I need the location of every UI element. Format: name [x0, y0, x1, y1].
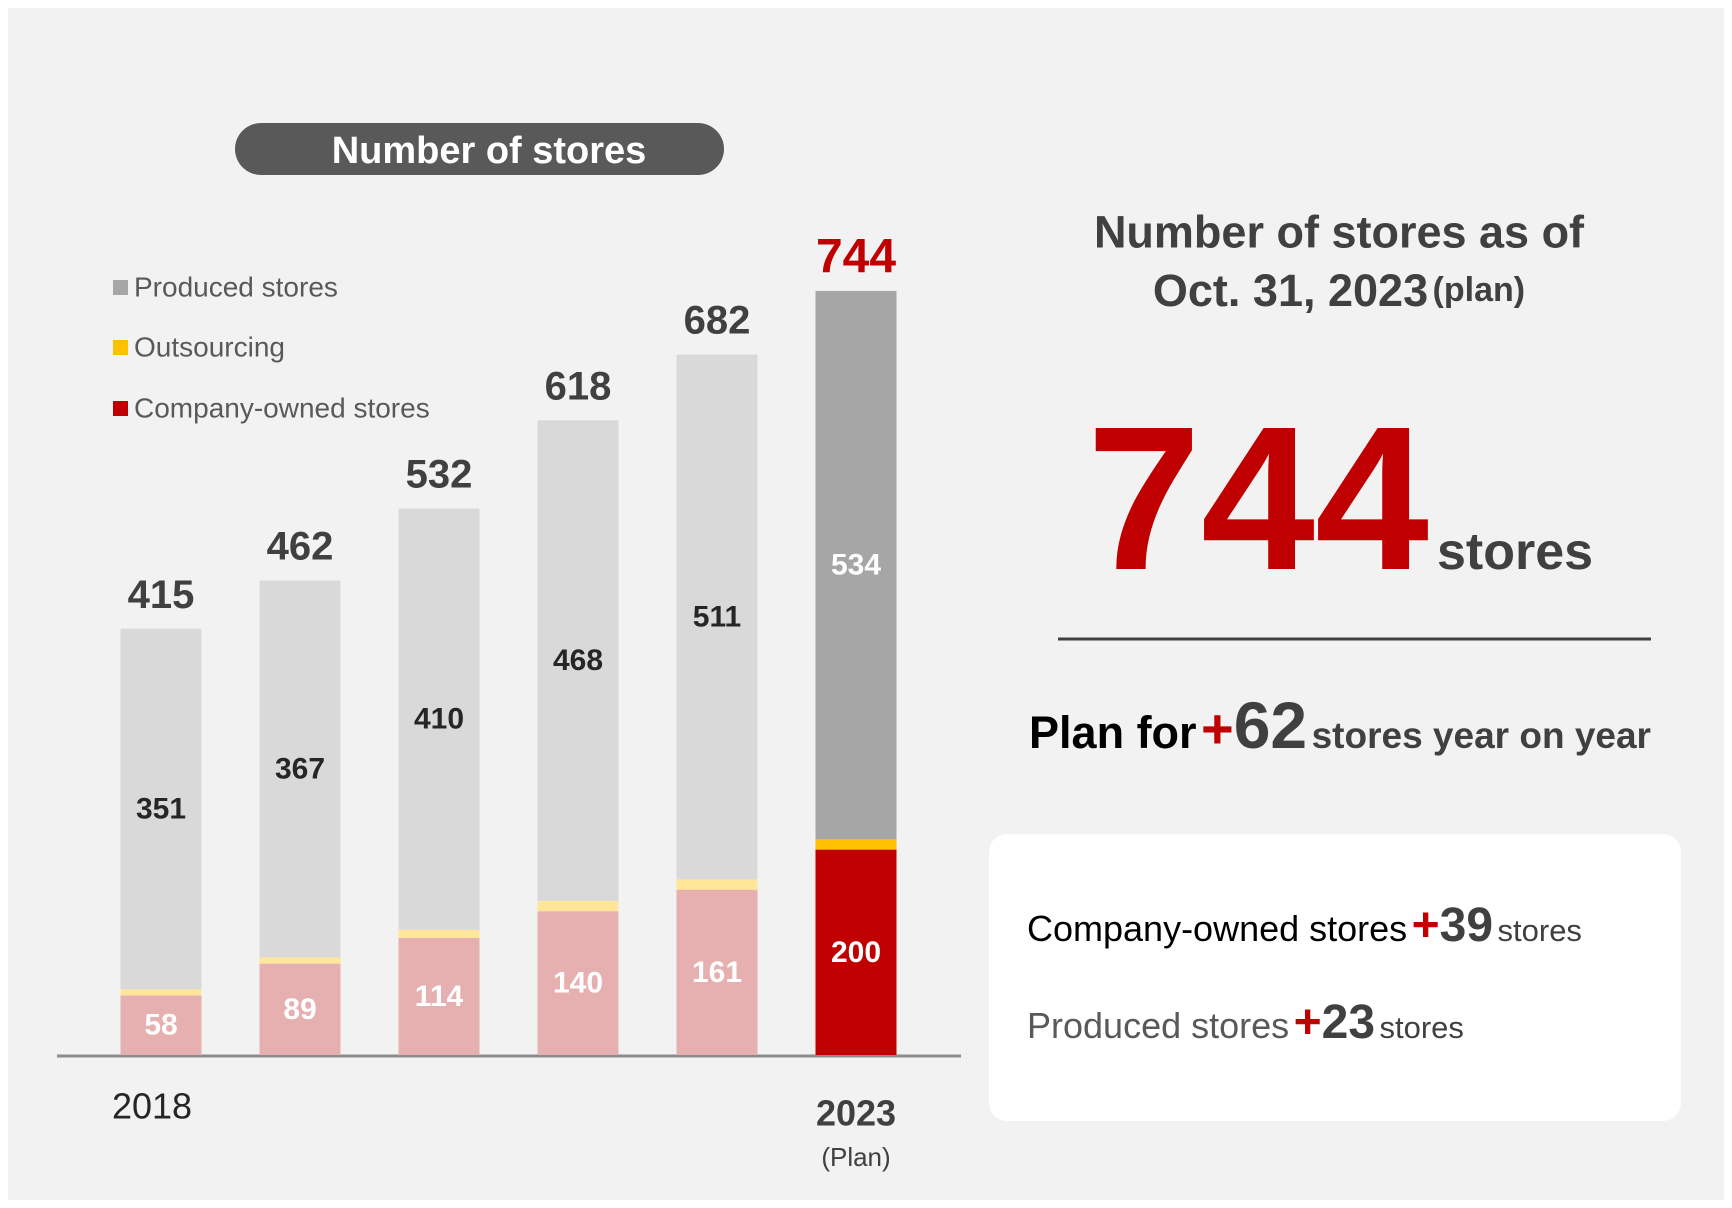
breakdown-box: [989, 834, 1681, 1121]
change-prefix: Plan for: [1029, 707, 1197, 758]
heading-note: (plan): [1433, 271, 1526, 309]
bar-segment: [259, 580, 341, 958]
total-number: 744: [1087, 384, 1429, 613]
heading-date: Oct. 31, 2023: [1153, 265, 1428, 316]
summary-change: Plan for +62 stores year on year: [1029, 688, 1651, 762]
x-tick-label: 2018: [112, 1086, 192, 1127]
bar-segment: [676, 354, 758, 880]
summary-heading: Number of stores as of: [1094, 207, 1585, 258]
bar-segment: [676, 889, 758, 1055]
x-tick-label: 2023: [816, 1093, 896, 1134]
value-label: 89: [283, 993, 316, 1026]
bar-segment: [676, 879, 758, 890]
bar-segment: [815, 849, 897, 1055]
summary-heading: Oct. 31, 2023 (plan): [1153, 265, 1525, 316]
bar-segment: [815, 290, 897, 840]
title-pill: [235, 123, 724, 175]
bar-segment: [537, 911, 619, 1055]
change-suffix: stores year on year: [1312, 715, 1651, 756]
value-label: 351: [136, 793, 186, 826]
breakdown-label: Produced stores: [1027, 1005, 1289, 1046]
bar-segment: [398, 508, 480, 930]
x-tick-note: (Plan): [821, 1142, 890, 1172]
summary-total: 744 stores: [1087, 384, 1593, 613]
value-label: 511: [693, 600, 741, 633]
breakdown-item: Company-owned stores +39 stores: [1027, 899, 1582, 952]
bar-segment: [537, 900, 619, 912]
legend-label: Outsourcing: [134, 332, 285, 363]
bar-segment: [537, 420, 619, 901]
breakdown-unit: stores: [1379, 1010, 1463, 1045]
legend-swatch: [113, 401, 128, 416]
value-label: 161: [692, 956, 742, 989]
value-label: 200: [831, 936, 881, 969]
bar-segment: [120, 995, 202, 1055]
bar-segment: [398, 929, 480, 938]
breakdown-sign: +: [1412, 899, 1440, 952]
value-label: 114: [415, 980, 464, 1013]
total-label: 618: [545, 364, 612, 408]
bar-segment: [259, 963, 341, 1055]
breakdown-value: 39: [1440, 899, 1493, 952]
total-unit: stores: [1437, 523, 1593, 581]
bar-segment: [120, 628, 202, 990]
breakdown-sign: +: [1294, 996, 1322, 1049]
legend-swatch: [113, 340, 128, 355]
bar-segment: [815, 839, 897, 850]
change-sign: +: [1201, 697, 1234, 760]
change-value: 62: [1234, 688, 1307, 762]
total-label: 462: [267, 525, 334, 569]
value-label: 367: [275, 752, 325, 785]
bar-segment: [120, 989, 202, 996]
legend-label: Company-owned stores: [134, 393, 430, 424]
breakdown-item: Produced stores +23 stores: [1027, 996, 1464, 1049]
legend-swatch: [113, 280, 128, 295]
value-label: 140: [553, 967, 603, 1000]
breakdown-value: 23: [1322, 996, 1375, 1049]
bar-segment: [398, 937, 480, 1055]
value-label: 468: [553, 644, 603, 677]
value-label: 410: [414, 703, 464, 736]
total-label: 415: [128, 573, 195, 617]
bar-segment: [259, 957, 341, 964]
total-label: 532: [406, 453, 473, 497]
value-label: 58: [144, 1009, 177, 1042]
chart-title: Number of stores: [332, 130, 647, 172]
breakdown-unit: stores: [1498, 913, 1582, 948]
value-label: 534: [831, 549, 881, 582]
legend-label: Produced stores: [134, 272, 338, 303]
total-label: 744: [816, 230, 896, 283]
breakdown-label: Company-owned stores: [1027, 908, 1407, 949]
total-label: 682: [684, 299, 751, 343]
